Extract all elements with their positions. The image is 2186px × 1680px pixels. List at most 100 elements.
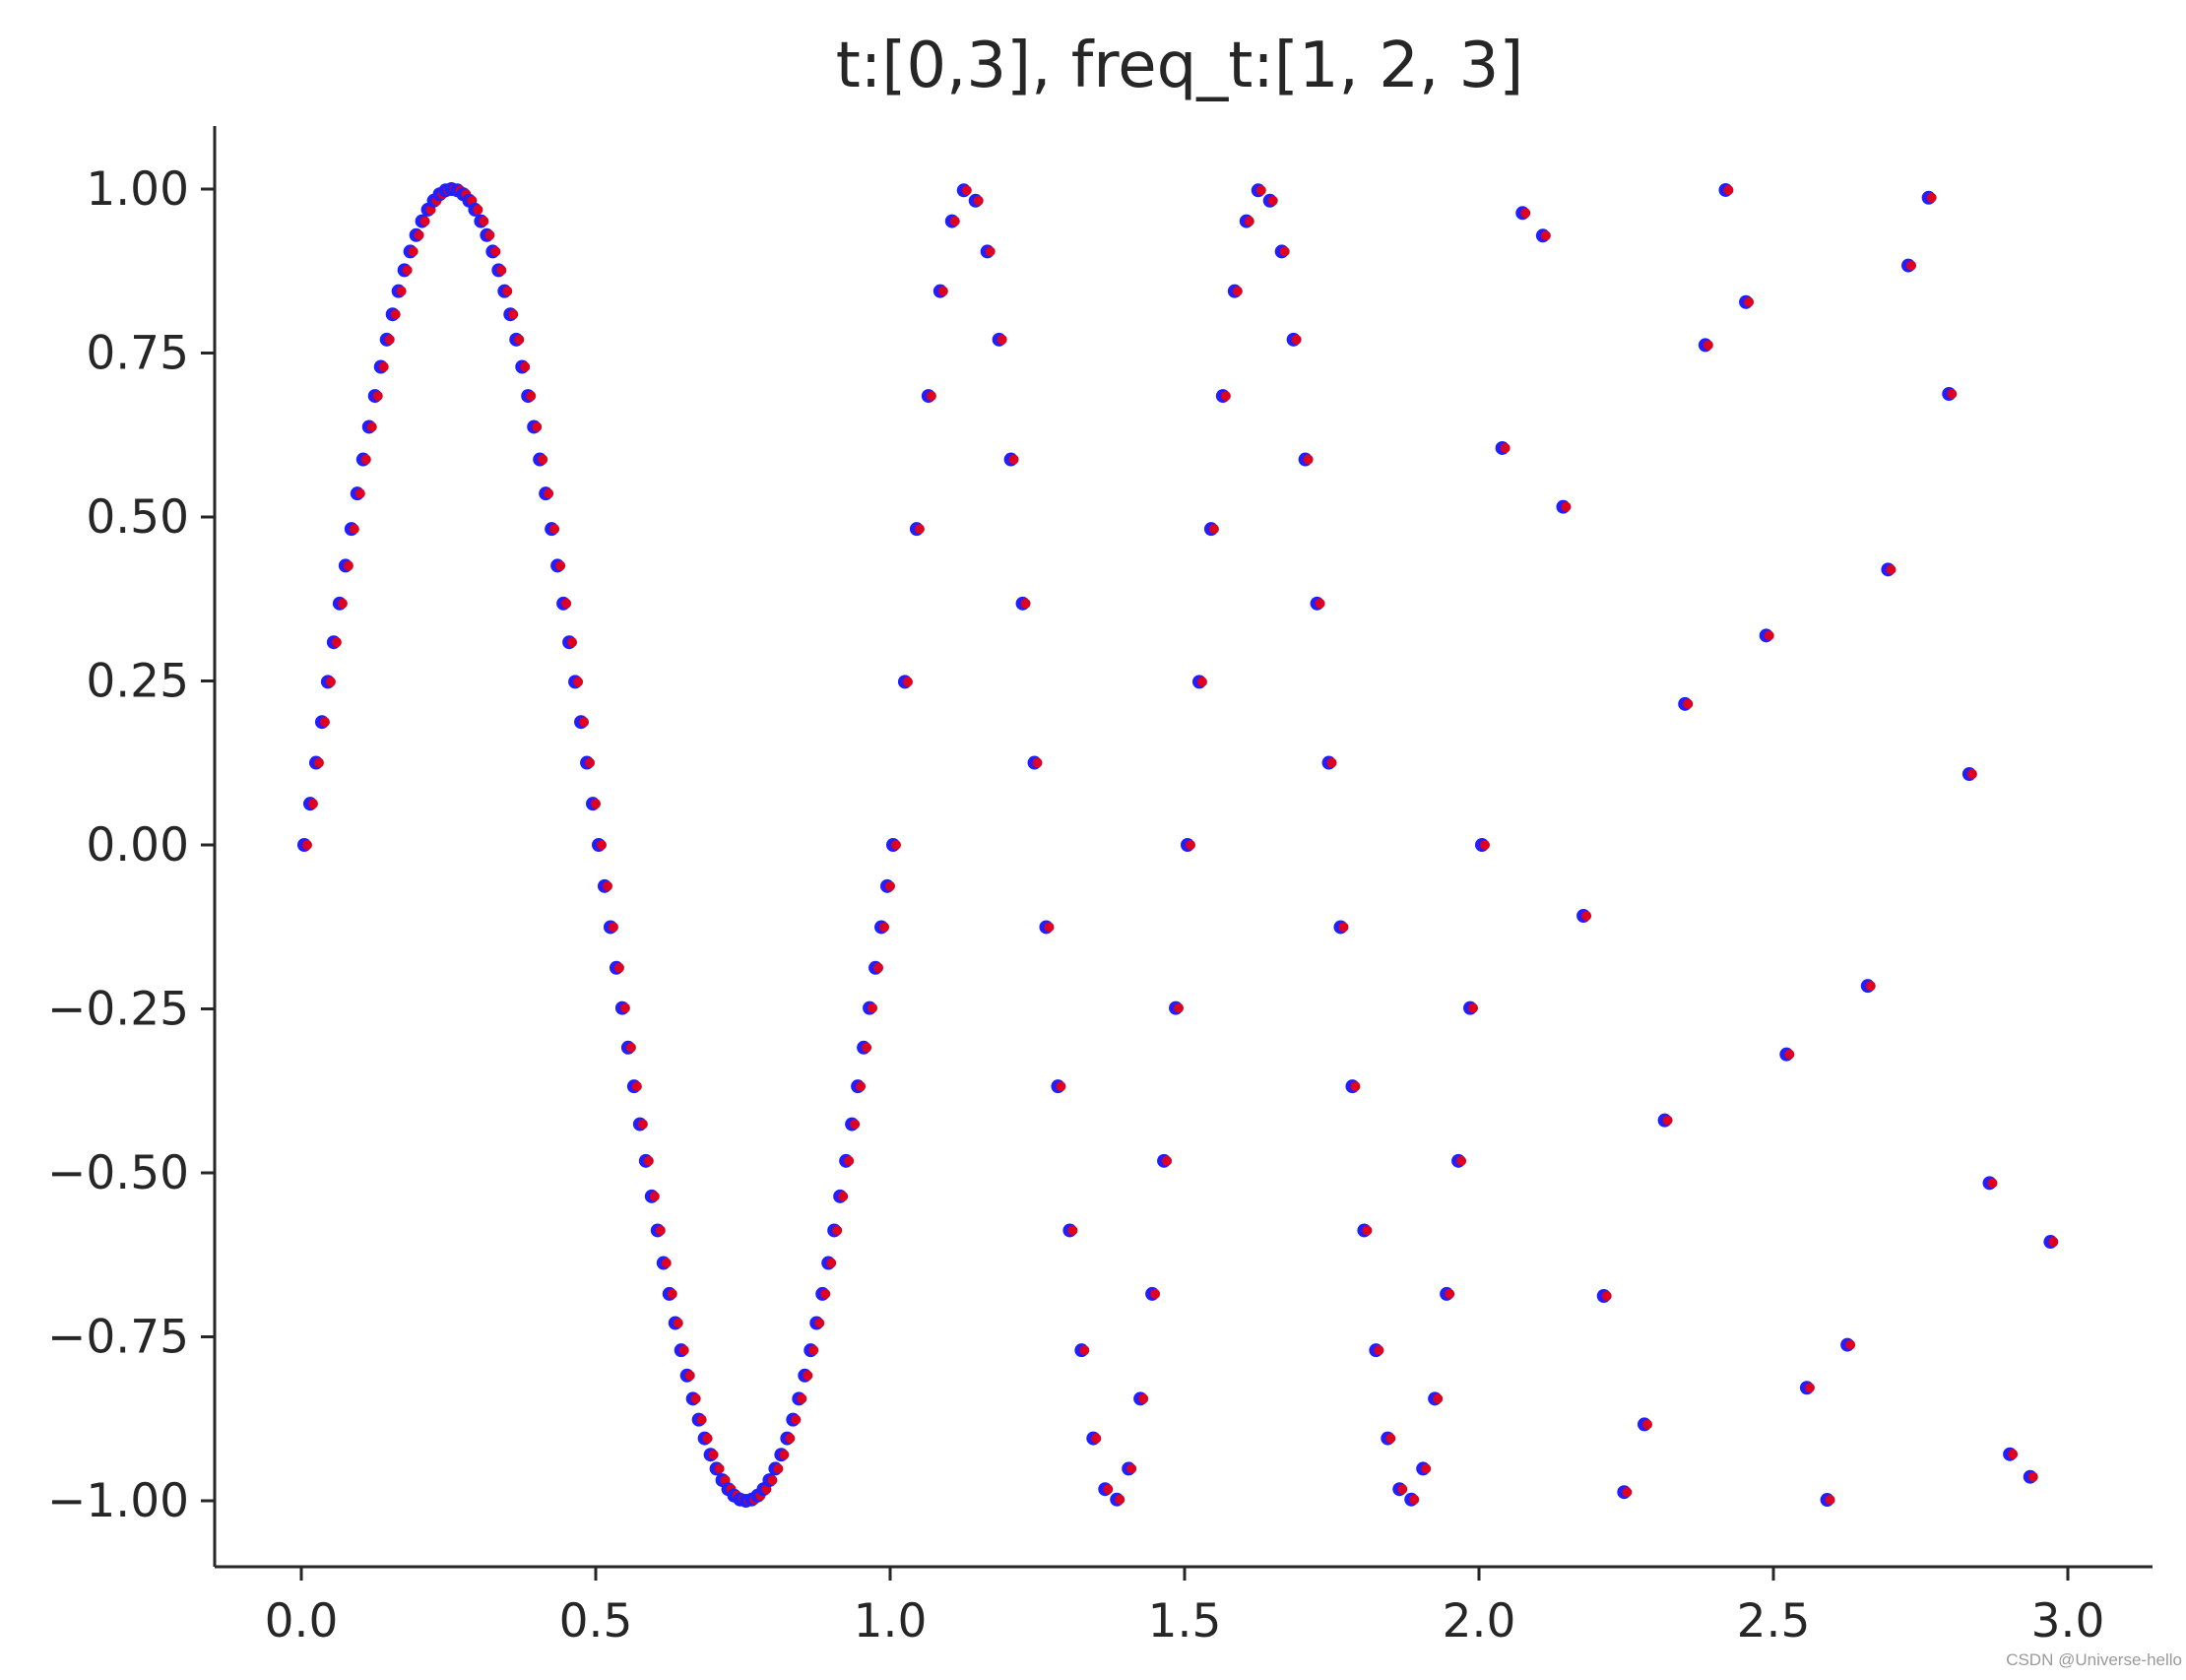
data-point-red [526,391,537,402]
data-point-red [555,560,566,571]
data-point-red [1601,1291,1612,1302]
y-tick-label: −0.75 [47,1311,189,1365]
data-point-red [1255,185,1266,196]
data-point-red [1845,1339,1856,1350]
data-point-red [419,216,430,226]
data-point-red [490,246,501,257]
data-point-red [1138,1393,1149,1404]
data-point-red [868,1002,878,1013]
x-tick-label: 0.5 [559,1594,633,1648]
data-point-red [1947,388,1958,399]
data-point-red [325,677,336,687]
x-tick-label: 2.0 [1443,1594,1516,1648]
data-point-red [1421,1463,1432,1474]
data-point-red [767,1475,778,1486]
y-tick-label: 0.75 [86,327,189,381]
data-point-red [591,799,602,809]
data-point-red [1326,757,1337,768]
data-point-red [785,1433,796,1444]
data-point-red [1174,1002,1185,1013]
data-point-red [313,757,324,768]
data-point-red [1520,208,1531,219]
data-point-red [1622,1487,1633,1498]
data-point-red [914,524,925,535]
data-point-red [973,195,984,206]
data-point-red [597,840,607,850]
y-tick-label: −0.25 [47,983,189,1037]
data-point-red [396,286,407,296]
x-tick-label: 1.5 [1148,1594,1222,1648]
data-point-red [307,799,318,809]
data-point-red [1468,1002,1479,1013]
data-point-red [797,1393,807,1404]
data-point-red [902,677,913,687]
data-point-red [684,1370,695,1381]
data-point-red [1906,260,1917,271]
data-point-red [926,391,936,402]
data-point-red [579,717,590,728]
data-point-red [1456,1155,1467,1166]
data-point-red [826,1258,837,1268]
data-point-red [1020,598,1031,609]
data-point-red [2008,1449,2019,1459]
data-point-red [879,922,890,933]
data-point-red [856,1081,867,1092]
data-point-red [567,637,578,648]
data-point-red [1303,454,1314,465]
data-point-red [961,185,972,196]
data-point-red [838,1191,849,1201]
data-point-red [1208,524,1219,535]
data-point-red [1044,922,1055,933]
data-point-red [479,216,489,226]
data-point-red [2048,1237,2059,1248]
data-point-red [1008,454,1019,465]
data-point-red [1540,230,1551,241]
data-point-red [1784,1049,1795,1060]
data-point-red [1804,1383,1815,1393]
data-point-red [1744,296,1755,307]
x-tick-label: 0.0 [265,1594,339,1648]
y-tick-label: 0.00 [86,818,189,872]
data-point-red [850,1119,861,1130]
y-ticks: 1.00 0.75 0.50 0.25 0.00 −0.25 −0.50 −0.75 −1.00 [47,162,215,1528]
y-tick-label: −1.00 [47,1474,189,1528]
data-point-red [1267,195,1278,206]
data-point-red [1103,1484,1114,1495]
data-point-red [1362,1225,1373,1236]
data-point-red [1926,192,1937,203]
data-point-red [484,229,495,240]
data-point-red [862,1042,872,1053]
data-point-red [873,962,884,973]
data-point-red [1581,911,1592,922]
y-tick-label: 0.25 [86,655,189,709]
data-point-red [337,598,348,609]
y-tick-label: 1.00 [86,162,189,217]
y-tick-label: −0.50 [47,1146,189,1200]
data-point-red [1865,981,1876,992]
data-point-red [1338,922,1349,933]
data-point-red [1385,1433,1396,1444]
data-point-red [549,524,560,535]
data-point-red [1703,340,1713,351]
data-point-red [1500,442,1511,453]
data-point-red [1825,1495,1835,1506]
data-points [297,182,2059,1508]
data-point-red [1641,1419,1652,1430]
data-point-red [360,454,371,465]
data-point-red [384,334,395,345]
data-point-red [1244,216,1254,226]
data-point-red [1397,1484,1408,1495]
data-point-red [696,1414,707,1425]
data-point-red [1150,1288,1161,1299]
data-point-red [619,1002,630,1013]
data-point-red [520,361,531,372]
data-point-red [779,1450,790,1460]
data-point-red [937,286,948,296]
data-point-red [538,454,548,465]
data-point-red [1480,840,1490,850]
data-point-red [1032,757,1043,768]
data-point-red [561,598,572,609]
data-point-red [637,1119,648,1130]
data-point-red [1091,1433,1102,1444]
